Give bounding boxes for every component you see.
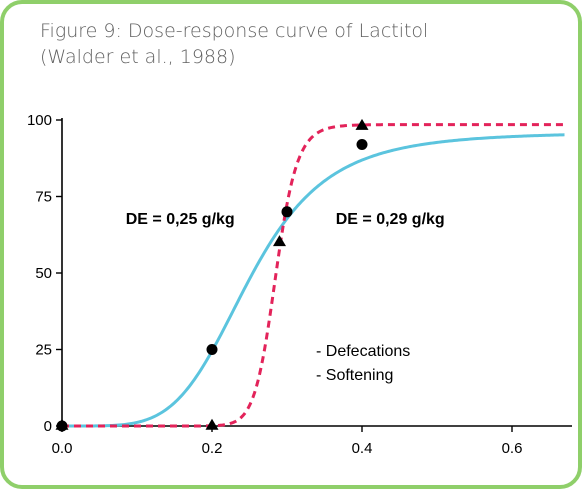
chart-curves	[62, 123, 565, 428]
title-line-2: (Walder et al., 1988)	[40, 46, 236, 68]
softening-point	[55, 418, 69, 430]
y-tick-label: 75	[35, 189, 52, 206]
chart-labels: DE = 0,25 g/kg DE = 0,29 g/kg - Defecation…	[126, 211, 445, 384]
figure-title: Figure 9: Dose-response curve of Lactito…	[40, 18, 428, 70]
defecations-point	[206, 344, 218, 355]
y-tick-label: 25	[35, 342, 52, 359]
chart-axes: 0 25 50 75 100 0.0 0.2 0.4 0.6	[27, 112, 572, 457]
de-annotation-2: DE = 0,29 g/kg	[336, 211, 445, 228]
y-tick-label: 100	[27, 112, 52, 129]
softening-curve	[62, 123, 565, 428]
chart-markers	[55, 118, 369, 432]
de-annotation-1: DE = 0,25 g/kg	[126, 211, 235, 228]
softening-point	[273, 235, 286, 247]
defecations-point	[356, 138, 368, 150]
y-tick-label: 0	[44, 418, 52, 435]
x-tick-label: 0.6	[502, 440, 523, 457]
x-tick-label: 0.4	[352, 440, 373, 457]
x-tick-label: 0.2	[202, 440, 223, 457]
legend-item-1: - Defecations	[316, 343, 410, 360]
defecations-curve	[62, 133, 565, 428]
legend-item-2: - Softening	[316, 367, 393, 384]
title-line-1: Figure 9: Dose-response curve of Lactito…	[40, 20, 429, 42]
softening-point	[355, 118, 369, 130]
softening-point	[205, 418, 219, 430]
defecations-point	[281, 206, 293, 218]
x-tick-label: 0.0	[52, 440, 73, 457]
y-tick-label: 50	[35, 265, 52, 282]
